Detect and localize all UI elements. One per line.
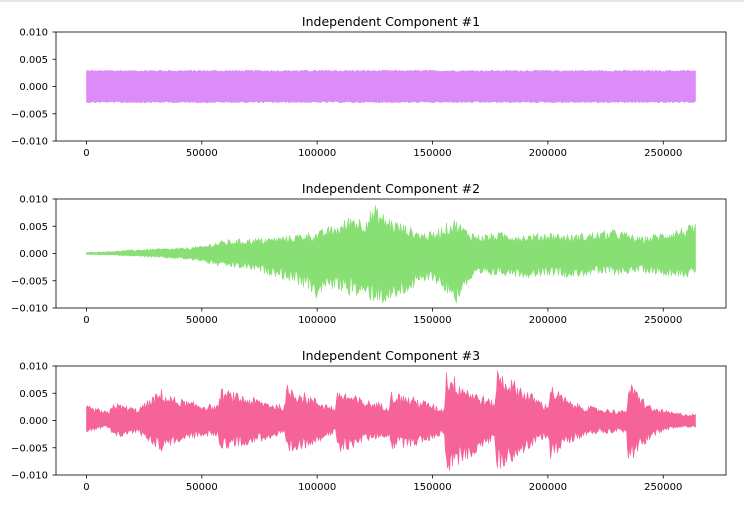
y-tick-label: 0.010: [19, 362, 48, 373]
x-tick-label: 150000: [413, 148, 451, 159]
x-tick-label: 50000: [186, 315, 218, 326]
y-tick-label: 0.005: [19, 222, 48, 233]
x-tick-label: 150000: [413, 482, 451, 493]
y-tick-label: −0.005: [11, 109, 48, 120]
waveform-series: [86, 69, 696, 104]
x-tick-label: 0: [83, 148, 89, 159]
y-tick-label: −0.010: [11, 137, 48, 148]
x-tick-label: 50000: [186, 482, 218, 493]
x-tick-label: 200000: [529, 482, 567, 493]
x-tick-label: 100000: [298, 148, 336, 159]
y-tick-label: −0.005: [11, 276, 48, 287]
y-tick-label: −0.010: [11, 471, 48, 482]
subplot-component-2: Independent Component #2 0 50000 100000 1500…: [11, 181, 727, 326]
x-tick-label: 50000: [186, 148, 218, 159]
window-top-border: [0, 0, 744, 2]
waveform-series: [86, 205, 696, 304]
x-tick-label: 150000: [413, 315, 451, 326]
x-tick-label: 200000: [529, 148, 567, 159]
subplot-component-1: Independent Component #1 0 50000 100000 1500…: [11, 14, 727, 159]
y-tick-label: 0.010: [19, 28, 48, 39]
x-tick-label: 250000: [644, 315, 682, 326]
y-tick-label: 0.000: [19, 249, 48, 260]
subplot-component-3: Independent Component #3 0 50000 100000 1500…: [11, 348, 727, 493]
x-tick-label: 200000: [529, 315, 567, 326]
y-tick-label: 0.005: [19, 55, 48, 66]
y-tick-label: 0.010: [19, 195, 48, 206]
x-tick-label: 0: [83, 482, 89, 493]
y-tick-label: 0.000: [19, 82, 48, 93]
x-tick-label: 250000: [644, 148, 682, 159]
x-tick-label: 100000: [298, 482, 336, 493]
chart-title: Independent Component #2: [302, 181, 480, 196]
x-tick-label: 250000: [644, 482, 682, 493]
y-tick-label: −0.005: [11, 443, 48, 454]
chart-title: Independent Component #3: [302, 348, 480, 363]
x-tick-label: 100000: [298, 315, 336, 326]
chart-title: Independent Component #1: [302, 14, 480, 29]
y-tick-label: −0.010: [11, 304, 48, 315]
x-tick-label: 0: [83, 315, 89, 326]
y-tick-label: 0.005: [19, 389, 48, 400]
waveform-series: [86, 370, 696, 471]
y-tick-label: 0.000: [19, 416, 48, 427]
